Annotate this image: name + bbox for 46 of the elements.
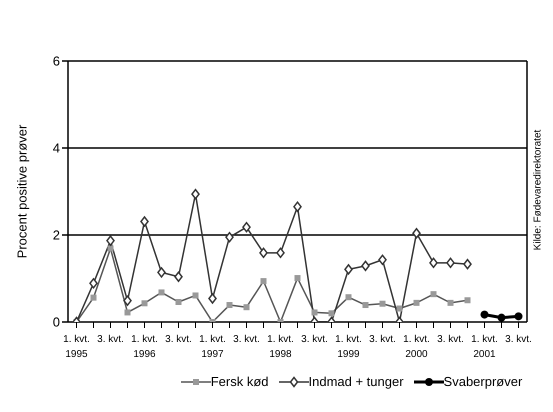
x-tick-label: 3. kvt. [97, 334, 124, 345]
point [157, 267, 166, 278]
x-tick-label: 3. kvt. [233, 334, 260, 345]
x-tick-label: 1. kvt. 2000 [403, 334, 430, 360]
legend-label: Indmad + tunger [308, 374, 404, 389]
point [293, 201, 302, 212]
point [242, 222, 251, 232]
x-tick-label: 3. kvt. [301, 334, 328, 345]
x-tick-label: 1. kvt. 1996 [131, 334, 158, 360]
x-tick-label: 3. kvt. [165, 334, 192, 345]
point [225, 232, 234, 242]
point [123, 295, 132, 306]
y-tick-label: 6 [52, 54, 60, 69]
point [106, 235, 115, 246]
x-tick-label: 3. kvt. [437, 334, 464, 345]
point [378, 254, 387, 266]
point [344, 264, 353, 275]
point [412, 228, 421, 239]
text: Kilde: Fødevaredirektoratet [532, 130, 544, 250]
x-tick-label: 3. kvt. [369, 334, 396, 345]
point [259, 248, 268, 258]
point [498, 314, 506, 322]
point [446, 258, 455, 268]
point [276, 248, 285, 258]
point [140, 216, 149, 227]
point [191, 188, 200, 200]
point [429, 258, 438, 268]
point [89, 278, 98, 289]
x-tick-label: 1. kvt. 2001 [471, 334, 498, 360]
x-tick-label: 3. kvt. [505, 334, 532, 345]
x-tick-label: 1. kvt. 1999 [335, 334, 362, 360]
point [463, 258, 472, 270]
legend-label: Svaberprøver [444, 374, 522, 389]
x-tick-label: 1. kvt. 1995 [63, 334, 90, 360]
point [208, 293, 217, 304]
y-axis-title: Procent positive prøver [14, 124, 30, 258]
point [480, 310, 488, 319]
y-tick-label: 0 [52, 314, 60, 330]
y-tick-label: 2 [52, 228, 60, 243]
point [174, 272, 183, 282]
point [514, 312, 522, 320]
y-tick-label: 4 [52, 140, 60, 156]
x-tick-label: 1. kvt. 1998 [267, 334, 294, 360]
point [361, 260, 370, 272]
x-tick-label: 1. kvt. 1997 [199, 334, 226, 360]
legend-label: Fersk kød [210, 374, 268, 389]
